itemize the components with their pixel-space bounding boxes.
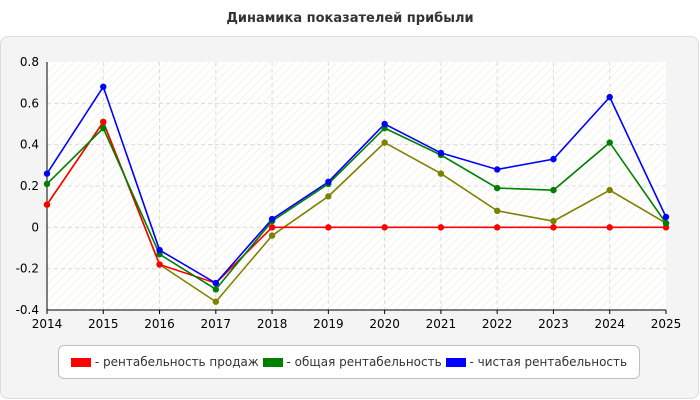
y-tick-label: 0.2 bbox=[20, 179, 39, 193]
y-tick-label: -0.2 bbox=[16, 262, 39, 276]
legend-label-sales: - рентабельность продаж bbox=[94, 355, 259, 369]
legend-label-net: - чистая рентабельность bbox=[469, 355, 628, 369]
data-point-s3-2021[interactable] bbox=[437, 170, 445, 177]
x-tick-label: 2023 bbox=[538, 317, 569, 331]
series-lines bbox=[46, 84, 667, 303]
tick-labels: -0.4 -0.2 0 0.2 0.4 0.6 0.8 2014 2015 2016 2017 201… bbox=[16, 55, 682, 331]
y-tick-label: -0.4 bbox=[16, 303, 39, 317]
legend-swatch-sales bbox=[70, 357, 91, 367]
legend-item-net[interactable]: - чистая рентабельность bbox=[445, 355, 628, 369]
x-tick-label: 2017 bbox=[201, 317, 232, 331]
data-point-s2-2018[interactable] bbox=[268, 215, 276, 223]
series-line-2 bbox=[46, 84, 667, 285]
legend-swatch-total bbox=[262, 357, 283, 367]
x-tick-label: 2020 bbox=[369, 317, 400, 331]
series-line-1 bbox=[46, 126, 667, 291]
data-point-s0-2018[interactable] bbox=[268, 224, 276, 231]
x-tick-label: 2021 bbox=[426, 317, 457, 331]
data-point-s3-2019[interactable] bbox=[325, 193, 332, 200]
data-point-s0-2024[interactable] bbox=[606, 224, 613, 231]
data-point-s0-2023[interactable] bbox=[550, 224, 557, 231]
data-point-s2-2014[interactable] bbox=[43, 170, 51, 177]
x-tick-label: 2019 bbox=[313, 317, 344, 331]
y-tick-label: 0.8 bbox=[20, 55, 39, 69]
grid-lines bbox=[47, 62, 666, 310]
data-point-s0-2015[interactable] bbox=[100, 118, 107, 126]
data-point-s2-2015[interactable] bbox=[100, 83, 107, 91]
data-point-s3-2017[interactable] bbox=[212, 298, 220, 305]
legend-label-total: - общая рентабельность bbox=[286, 355, 442, 369]
x-tick-label: 2014 bbox=[32, 317, 63, 331]
data-point-s0-2021[interactable] bbox=[437, 224, 445, 231]
x-tick-label: 2024 bbox=[594, 317, 625, 331]
data-point-s0-2019[interactable] bbox=[325, 224, 332, 231]
data-point-s2-2017[interactable] bbox=[212, 279, 220, 287]
x-tick-label: 2022 bbox=[482, 317, 513, 331]
data-point-s1-2015[interactable] bbox=[100, 124, 107, 132]
data-point-s0-2022[interactable] bbox=[493, 224, 501, 231]
data-point-s3-2018[interactable] bbox=[268, 232, 276, 239]
data-point-s1-2014[interactable] bbox=[43, 180, 51, 188]
data-point-s3-2024[interactable] bbox=[606, 186, 613, 194]
data-point-s2-2020[interactable] bbox=[381, 120, 388, 128]
series-line-0 bbox=[46, 120, 666, 285]
y-tick-label: 0.6 bbox=[20, 96, 39, 110]
x-tick-label: 2025 bbox=[651, 317, 682, 331]
legend-item-total[interactable]: - общая рентабельность bbox=[262, 355, 442, 369]
legend-swatch-net bbox=[445, 357, 466, 367]
x-tick-label: 2018 bbox=[257, 317, 288, 331]
data-point-s3-2022[interactable] bbox=[493, 207, 501, 214]
data-point-s1-2024[interactable] bbox=[606, 139, 613, 146]
data-point-s2-2022[interactable] bbox=[493, 166, 501, 173]
data-point-s0-2020[interactable] bbox=[381, 224, 388, 231]
data-point-s2-2024[interactable] bbox=[606, 93, 613, 101]
data-point-s2-2025[interactable] bbox=[662, 213, 670, 221]
x-tick-label: 2016 bbox=[144, 317, 175, 331]
y-tick-label: 0 bbox=[31, 220, 39, 234]
legend: - рентабельность продаж - общая рентабел… bbox=[58, 345, 640, 379]
data-point-s2-2019[interactable] bbox=[325, 178, 332, 186]
y-tick-label: 0.4 bbox=[20, 138, 39, 152]
series-points bbox=[43, 83, 670, 305]
x-tick-label: 2015 bbox=[88, 317, 119, 331]
data-point-s3-2023[interactable] bbox=[550, 217, 557, 225]
data-point-s2-2023[interactable] bbox=[550, 155, 557, 163]
data-point-s1-2023[interactable] bbox=[550, 186, 557, 194]
data-point-s0-2016[interactable] bbox=[156, 261, 163, 268]
chart-title: Динамика показателей прибыли bbox=[226, 11, 474, 26]
data-point-s1-2022[interactable] bbox=[493, 184, 501, 192]
data-point-s1-2025[interactable] bbox=[662, 220, 670, 227]
legend-item-sales[interactable]: - рентабельность продаж bbox=[70, 355, 259, 369]
data-point-s1-2017[interactable] bbox=[212, 286, 220, 293]
data-point-s2-2021[interactable] bbox=[437, 149, 445, 157]
data-point-s0-2014[interactable] bbox=[43, 201, 51, 208]
data-point-s2-2016[interactable] bbox=[156, 246, 163, 254]
data-point-s3-2020[interactable] bbox=[381, 139, 388, 146]
